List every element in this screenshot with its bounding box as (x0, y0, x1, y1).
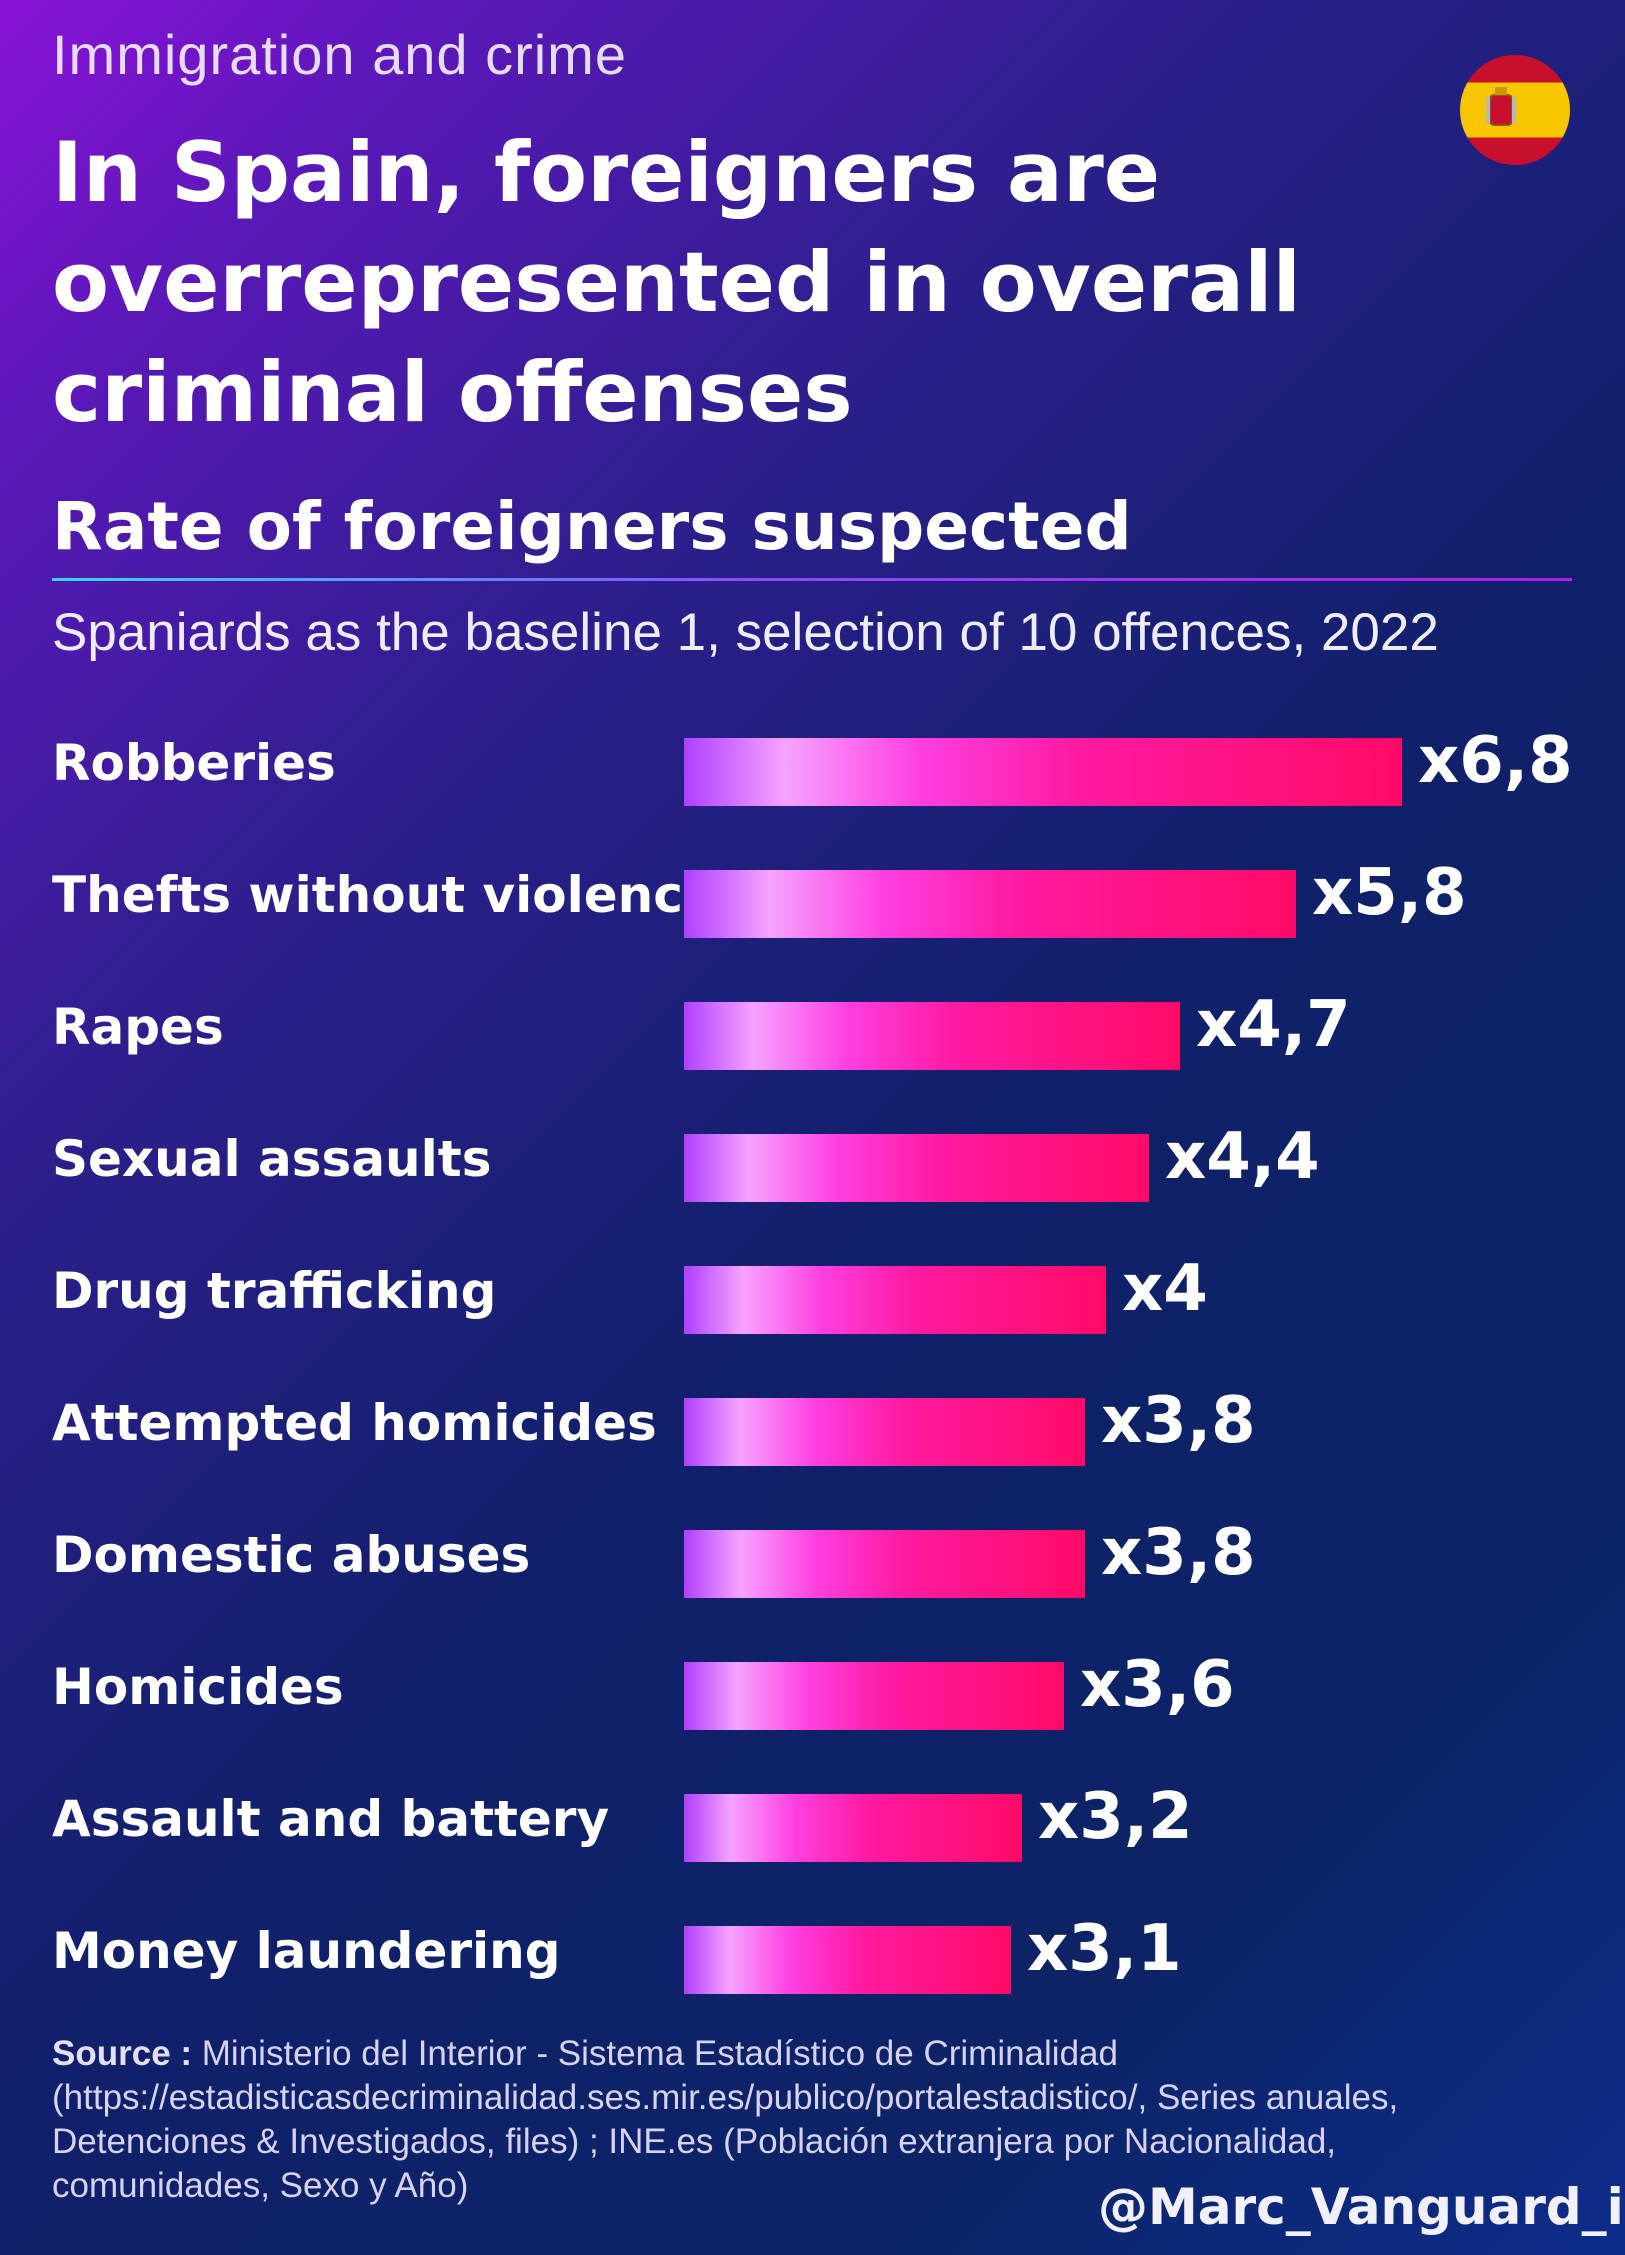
bar (684, 1134, 1149, 1202)
value-label: x4,4 (1165, 1120, 1320, 1194)
spain-flag-icon (1460, 55, 1570, 165)
bar-row: Drug trafficking x4 (0, 1228, 1625, 1360)
bar-row: Domestic abuses x3,8 (0, 1492, 1625, 1624)
bar (684, 1926, 1011, 1994)
bar (684, 1662, 1064, 1730)
value-label: x3,6 (1080, 1648, 1235, 1722)
value-label: x3,2 (1038, 1780, 1193, 1854)
bar (684, 1266, 1106, 1334)
value-label: x3,8 (1101, 1384, 1256, 1458)
category-label: Attempted homicides (52, 1394, 657, 1452)
category-label: Drug trafficking (52, 1262, 497, 1320)
value-label: x3,1 (1027, 1912, 1182, 1986)
bar-row: Homicides x3,6 (0, 1624, 1625, 1756)
bar-row: Attempted homicides x3,8 (0, 1360, 1625, 1492)
category-label: Thefts without violence (52, 866, 717, 924)
page-title: In Spain, foreigners are overrepresented… (52, 124, 1301, 441)
bar (684, 1530, 1085, 1598)
value-label: x3,8 (1101, 1516, 1256, 1590)
source-label: Source : (52, 2034, 193, 2073)
chart-subtitle: Rate of foreigners suspected (52, 488, 1132, 565)
value-label: x4 (1122, 1252, 1208, 1326)
category-label: Assault and battery (52, 1790, 610, 1848)
category-label: Domestic abuses (52, 1526, 531, 1584)
bar (684, 1398, 1085, 1466)
author-handle: @Marc_Vanguard_i (1098, 2178, 1624, 2236)
value-label: x4,7 (1196, 988, 1351, 1062)
chart-note: Spaniards as the baseline 1, selection o… (52, 603, 1439, 662)
source-note: Source : Ministerio del Interior - Siste… (52, 2032, 1472, 2208)
bar-row: Sexual assaults x4,4 (0, 1096, 1625, 1228)
bar-row: Thefts without violence x5,8 (0, 832, 1625, 964)
bar-row: Money laundering x3,1 (0, 1888, 1625, 2020)
bar (684, 870, 1296, 938)
kicker: Immigration and crime (52, 23, 627, 86)
category-label: Rapes (52, 998, 224, 1056)
category-label: Money laundering (52, 1922, 561, 1980)
category-label: Homicides (52, 1658, 344, 1716)
bar (684, 738, 1402, 806)
bar-row: Assault and battery x3,2 (0, 1756, 1625, 1888)
value-label: x5,8 (1312, 856, 1467, 930)
source-text: Ministerio del Interior - Sistema Estadí… (52, 2034, 1399, 2205)
category-label: Sexual assaults (52, 1130, 492, 1188)
bar (684, 1002, 1180, 1070)
bar (684, 1794, 1022, 1862)
category-label: Robberies (52, 734, 336, 792)
bar-row: Robberies x6,8 (0, 700, 1625, 832)
bar-chart: Robberies x6,8 Thefts without violence x5,8… (0, 700, 1625, 2000)
value-label: x6,8 (1418, 724, 1573, 798)
bar-row: Rapes x4,7 (0, 964, 1625, 1096)
subtitle-rule (52, 578, 1572, 581)
